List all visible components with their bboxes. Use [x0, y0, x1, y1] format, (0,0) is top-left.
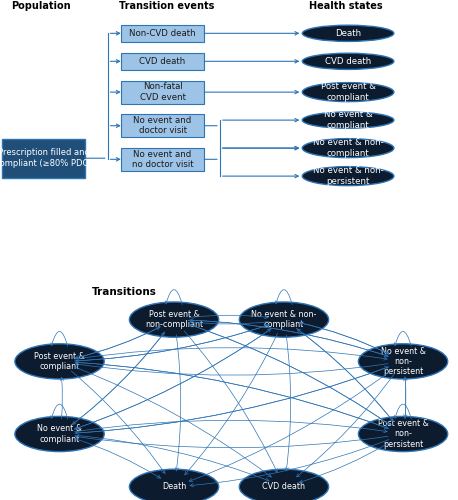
Ellipse shape	[302, 53, 394, 70]
Text: Non-fatal
CVD event: Non-fatal CVD event	[140, 82, 185, 102]
Ellipse shape	[129, 302, 219, 337]
Text: Death: Death	[335, 29, 361, 38]
Text: CVD death: CVD death	[140, 57, 185, 66]
Text: Population: Population	[11, 2, 71, 12]
Text: Post event &
non-compliant: Post event & non-compliant	[145, 310, 203, 329]
Ellipse shape	[302, 112, 394, 128]
Ellipse shape	[239, 469, 329, 500]
Text: No event &
compliant: No event & compliant	[37, 424, 82, 444]
Text: No event and
doctor visit: No event and doctor visit	[133, 116, 192, 136]
FancyBboxPatch shape	[121, 148, 204, 171]
Text: Post event &
compliant: Post event & compliant	[34, 352, 85, 371]
Ellipse shape	[15, 416, 104, 452]
FancyBboxPatch shape	[121, 114, 204, 137]
Text: Post event &
non-
persistent: Post event & non- persistent	[377, 420, 429, 448]
FancyBboxPatch shape	[121, 52, 204, 70]
Text: Health states: Health states	[309, 2, 382, 12]
Ellipse shape	[302, 166, 394, 186]
Text: No event &
non-
persistent: No event & non- persistent	[381, 347, 425, 376]
Text: Death: Death	[162, 482, 186, 492]
Text: Post event &
compliant: Post event & compliant	[321, 82, 376, 102]
Text: Prescription filled and
compliant (≥80% PDC): Prescription filled and compliant (≥80% …	[0, 148, 92, 168]
Ellipse shape	[302, 82, 394, 102]
Text: No event and
no doctor visit: No event and no doctor visit	[132, 150, 193, 169]
Ellipse shape	[302, 138, 394, 158]
Ellipse shape	[239, 302, 329, 337]
FancyBboxPatch shape	[121, 80, 204, 104]
Text: No event &
compliant: No event & compliant	[324, 110, 372, 130]
Ellipse shape	[358, 344, 448, 379]
Ellipse shape	[15, 344, 104, 379]
Ellipse shape	[302, 25, 394, 42]
Text: Non-CVD death: Non-CVD death	[129, 29, 196, 38]
Text: Transitions: Transitions	[92, 286, 157, 296]
Text: No event & non-
compliant: No event & non- compliant	[313, 138, 383, 158]
Text: No event & non-
persistent: No event & non- persistent	[313, 166, 383, 186]
Text: No event & non-
compliant: No event & non- compliant	[251, 310, 316, 329]
Text: Transition events: Transition events	[120, 2, 215, 12]
FancyBboxPatch shape	[2, 138, 85, 178]
FancyBboxPatch shape	[121, 24, 204, 42]
Ellipse shape	[358, 416, 448, 452]
Text: CVD death: CVD death	[325, 57, 371, 66]
Ellipse shape	[129, 469, 219, 500]
Text: CVD death: CVD death	[262, 482, 305, 492]
